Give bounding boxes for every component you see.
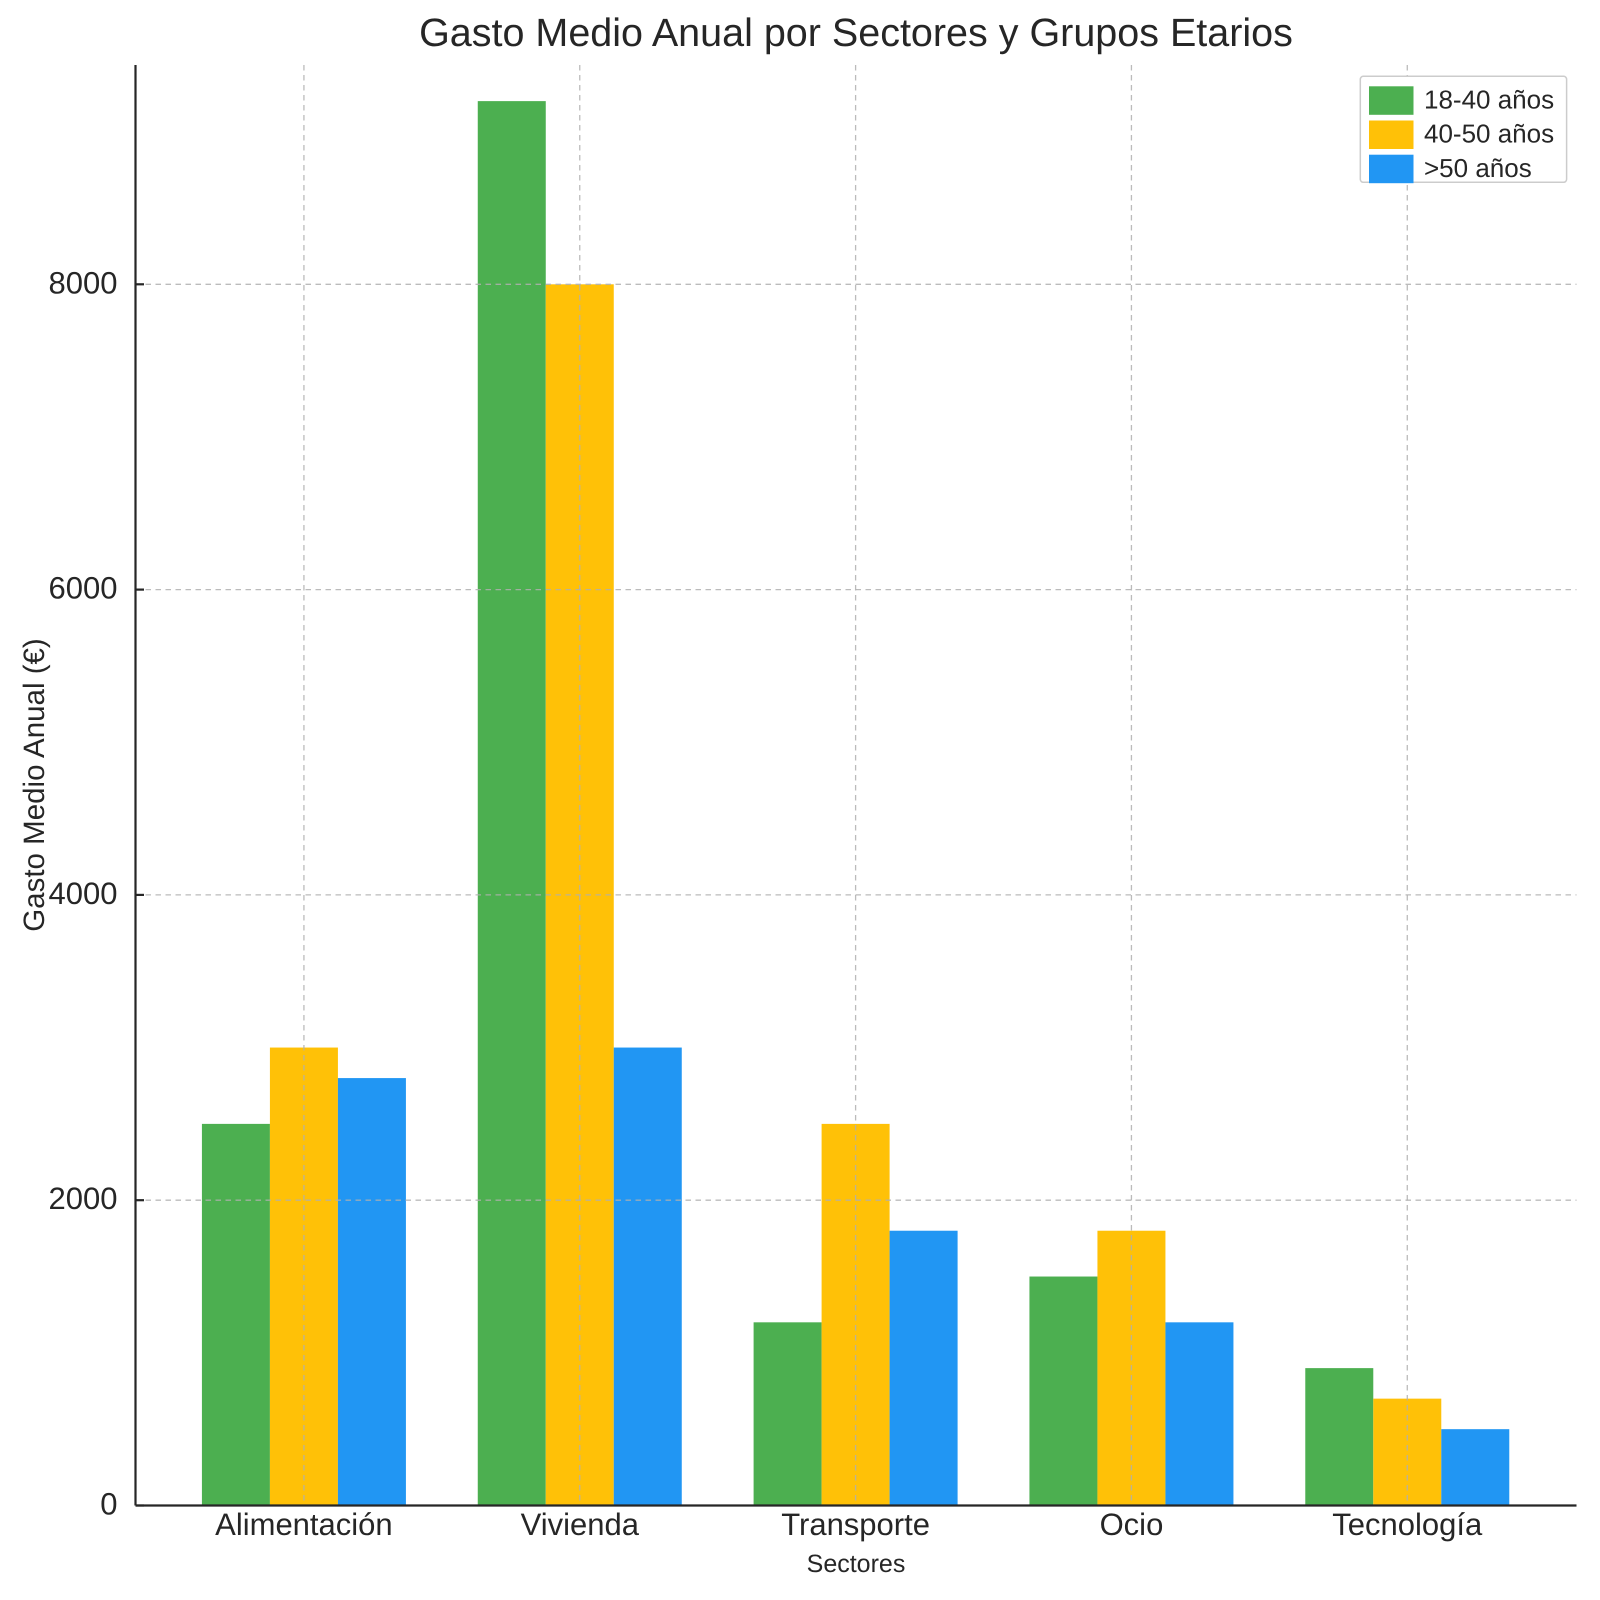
svg-text:6000: 6000 (49, 571, 118, 606)
svg-text:8000: 8000 (49, 265, 118, 300)
svg-text:0: 0 (100, 1487, 117, 1522)
svg-text:Alimentación: Alimentación (215, 1507, 392, 1542)
svg-text:4000: 4000 (49, 876, 118, 911)
svg-text:Gasto Medio Anual (€): Gasto Medio Anual (€) (18, 638, 51, 932)
svg-text:18-40 años: 18-40 años (1424, 85, 1554, 115)
svg-text:>50 años: >50 años (1424, 153, 1532, 183)
svg-text:Sectores: Sectores (807, 1550, 906, 1578)
svg-text:Gasto Medio Anual por Sectores: Gasto Medio Anual por Sectores y Grupos … (419, 11, 1293, 55)
svg-text:40-50 años: 40-50 años (1424, 119, 1554, 149)
svg-text:Ocio: Ocio (1100, 1507, 1164, 1542)
svg-text:Vivienda: Vivienda (521, 1507, 640, 1542)
svg-text:2000: 2000 (49, 1181, 118, 1216)
svg-text:Transporte: Transporte (781, 1507, 930, 1542)
svg-text:Tecnología: Tecnología (1332, 1507, 1483, 1542)
